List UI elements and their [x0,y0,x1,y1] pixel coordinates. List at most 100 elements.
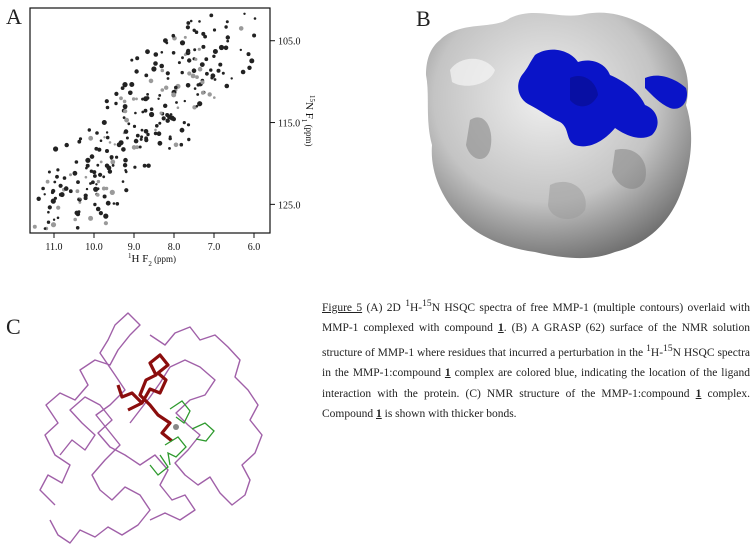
spectrum-peak [179,127,185,133]
spectrum-peak [125,136,129,140]
spectrum-peak [161,116,166,121]
spectrum-peak [95,193,100,197]
spectrum-peak [133,165,137,169]
spectrum-peak [95,183,98,186]
spectrum-peak [56,168,60,172]
surface-shadow-groove-2 [548,181,586,220]
y-axis-label: 15N F1 (ppm) [300,95,316,147]
spectrum-peak [50,190,55,195]
spectrum-peak [104,99,109,104]
spectrum-peak [201,44,206,49]
y-axis-ticks: 105.0 115.0 125.0 [270,37,301,211]
spectrum-peak [77,139,82,144]
spectrum-peak [103,136,106,139]
spectrum-peak [176,106,180,109]
spectrum-peak [194,30,199,34]
spectrum-peak [187,71,192,76]
spectrum-peak [95,131,99,135]
spectrum-peak [111,164,115,167]
spectrum-peak [218,44,225,51]
spectrum-peak [160,51,164,54]
x-axis-label: 1H F2 (ppm) [128,252,176,268]
surface-highlight [450,58,495,86]
panel-label-a: A [6,4,22,29]
x-tick-label: 8.0 [168,242,181,253]
spectrum-peak [107,169,113,174]
x-tick-label: 6.0 [248,242,261,253]
spectrum-peak [110,157,113,160]
spectrum-peak [96,179,101,184]
spectrum-peak [193,87,197,90]
spectrum-peak [159,111,163,115]
spectrum-peak [154,128,157,132]
spectrum-peak [249,58,255,64]
spectrum-peak [113,143,117,146]
binding-site-region-right [645,75,688,109]
spectrum-peak [253,17,257,20]
spectrum-peak [85,187,89,191]
spectrum-peak [53,146,59,152]
spectrum-peak [87,128,92,132]
spectrum-peak [43,227,47,230]
caption-text-1: (A) 2D [362,301,406,314]
spectrum-peak [246,52,251,57]
spectrum-peak [32,224,37,229]
spectrum-peak [216,68,221,73]
spectrum-peak [110,159,116,165]
spectrum-peak [196,93,200,96]
spectrum-peak [200,80,205,85]
caption-sup-3: 1 [646,342,651,354]
compound-ref-3: 1 [695,387,702,400]
spectrum-peak [122,116,126,119]
spectrum-peak [58,192,63,197]
spectrum-peak [159,63,164,69]
side-chain-2 [164,436,187,466]
spectrum-peak [135,56,140,61]
spectrum-peak [75,226,80,230]
spectrum-peak [105,149,109,153]
spectrum-peak [240,69,246,75]
spectrum-peak [175,101,178,104]
spectrum-peak [85,157,91,163]
spectrum-peak [134,111,137,115]
spectrum-peak [212,49,218,54]
spectrum-peak [157,97,160,101]
spectrum-peak [127,122,131,126]
panel-label-c: C [6,314,21,339]
spectrum-peak [187,137,191,142]
spectrum-peak [89,154,95,159]
spectrum-peak [140,128,144,132]
spectrum-peak [78,137,83,141]
spectrum-peak [153,131,158,136]
spectrum-peak [106,165,112,171]
spectrum-peak [186,123,191,127]
spectrum-peak [130,58,134,62]
spectrum-peak [62,176,67,180]
spectrum-peak [64,142,69,148]
spectrum-peak [195,75,199,79]
spectrum-peak [165,71,170,76]
caption-text-8: complex. Compound [322,387,750,421]
spectrum-peak [135,133,140,138]
ligand-compound-1 [127,353,173,443]
spectrum-peak [165,41,169,45]
spectrum-peak [165,113,170,117]
spectrum-peak [180,70,184,75]
spectrum-peak [104,186,109,191]
spectrum-peak [142,163,147,168]
spectrum-peak [171,117,176,122]
spectrum-peak [174,85,178,90]
x-tick-label: 11.0 [45,242,62,253]
spectrum-peak [124,188,129,193]
spectrum-peak [74,210,80,216]
spectrum-peak [224,83,230,89]
compound-ref-2: 1 [444,367,451,380]
spectrum-peak [52,218,56,221]
spectrum-peak [78,201,82,204]
ligand-compound-1-branch [116,384,144,405]
caption-text-9: is shown with thicker bonds. [381,408,517,421]
spectrum-peak [123,129,129,134]
spectrum-peak [53,180,57,184]
x-tick-label: 10.0 [85,242,103,253]
spectrum-peak [135,97,138,101]
